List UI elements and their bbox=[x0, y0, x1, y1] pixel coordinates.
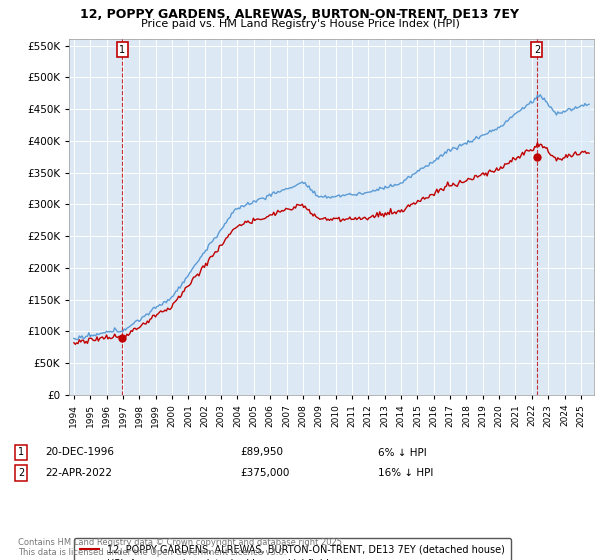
Text: 1: 1 bbox=[119, 45, 125, 55]
Text: 6% ↓ HPI: 6% ↓ HPI bbox=[378, 447, 427, 458]
Text: Price paid vs. HM Land Registry's House Price Index (HPI): Price paid vs. HM Land Registry's House … bbox=[140, 19, 460, 29]
Text: 1: 1 bbox=[18, 447, 24, 458]
Text: 12, POPPY GARDENS, ALREWAS, BURTON-ON-TRENT, DE13 7EY: 12, POPPY GARDENS, ALREWAS, BURTON-ON-TR… bbox=[80, 8, 520, 21]
Text: £89,950: £89,950 bbox=[240, 447, 283, 458]
Text: £375,000: £375,000 bbox=[240, 468, 289, 478]
Text: 2: 2 bbox=[534, 45, 540, 55]
Text: 2: 2 bbox=[18, 468, 24, 478]
Text: 16% ↓ HPI: 16% ↓ HPI bbox=[378, 468, 433, 478]
Text: Contains HM Land Registry data © Crown copyright and database right 2025.
This d: Contains HM Land Registry data © Crown c… bbox=[18, 538, 344, 557]
Text: 20-DEC-1996: 20-DEC-1996 bbox=[45, 447, 114, 458]
Text: 22-APR-2022: 22-APR-2022 bbox=[45, 468, 112, 478]
Legend: 12, POPPY GARDENS, ALREWAS, BURTON-ON-TRENT, DE13 7EY (detached house), HPI: Ave: 12, POPPY GARDENS, ALREWAS, BURTON-ON-TR… bbox=[74, 538, 511, 560]
